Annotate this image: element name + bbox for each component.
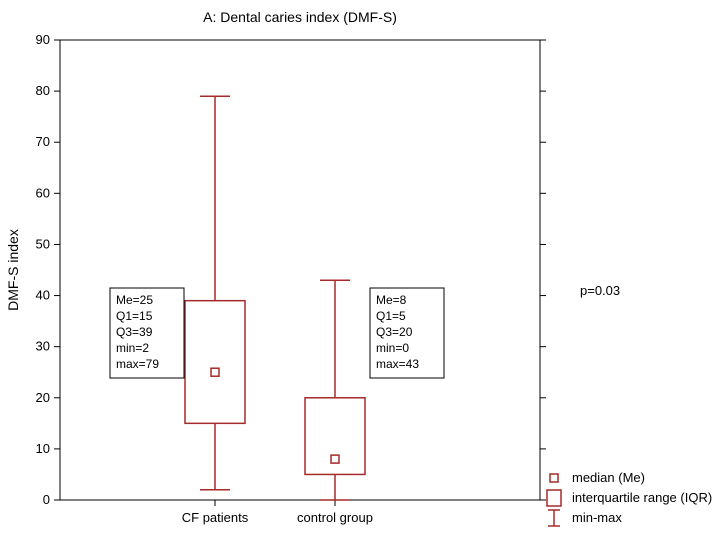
stats-line: max=43 bbox=[376, 357, 419, 371]
stats-line: Me=25 bbox=[116, 293, 153, 307]
y-tick-label: 20 bbox=[36, 390, 50, 405]
y-tick-label: 10 bbox=[36, 441, 50, 456]
y-tick-label: 40 bbox=[36, 288, 50, 303]
y-axis-label: DMF-S index bbox=[5, 229, 21, 311]
legend-iqr-label: interquartile range (IQR) bbox=[572, 490, 712, 505]
stats-line: min=0 bbox=[376, 341, 409, 355]
legend-minmax-label: min-max bbox=[572, 510, 622, 525]
stats-line: min=2 bbox=[116, 341, 149, 355]
plot-area bbox=[60, 40, 540, 500]
stats-line: Q1=15 bbox=[116, 309, 153, 323]
median-marker bbox=[331, 455, 339, 463]
y-tick-label: 50 bbox=[36, 236, 50, 251]
iqr-box bbox=[185, 301, 245, 424]
y-tick-label: 30 bbox=[36, 339, 50, 354]
boxplot-chart: A: Dental caries index (DMF-S) 0 10 20 30 40 5… bbox=[0, 0, 727, 544]
y-tick-label: 80 bbox=[36, 83, 50, 98]
y-tick-label: 90 bbox=[36, 32, 50, 47]
y-tick-label: 60 bbox=[36, 185, 50, 200]
x-category-label: control group bbox=[297, 510, 373, 525]
stats-line: Me=8 bbox=[376, 293, 407, 307]
stats-line: Q3=39 bbox=[116, 325, 153, 339]
legend-median-icon bbox=[550, 474, 558, 482]
y-tick-label: 70 bbox=[36, 134, 50, 149]
stats-line: max=79 bbox=[116, 357, 159, 371]
legend-median-label: median (Me) bbox=[572, 470, 645, 485]
x-category-label: CF patients bbox=[182, 510, 249, 525]
stats-line: Q1=5 bbox=[376, 309, 406, 323]
chart-title: A: Dental caries index (DMF-S) bbox=[203, 9, 397, 25]
stats-line: Q3=20 bbox=[376, 325, 413, 339]
p-value-label: p=0.03 bbox=[580, 283, 620, 298]
median-marker bbox=[211, 368, 219, 376]
legend-iqr-icon bbox=[547, 490, 561, 506]
y-tick-label: 0 bbox=[43, 492, 50, 507]
